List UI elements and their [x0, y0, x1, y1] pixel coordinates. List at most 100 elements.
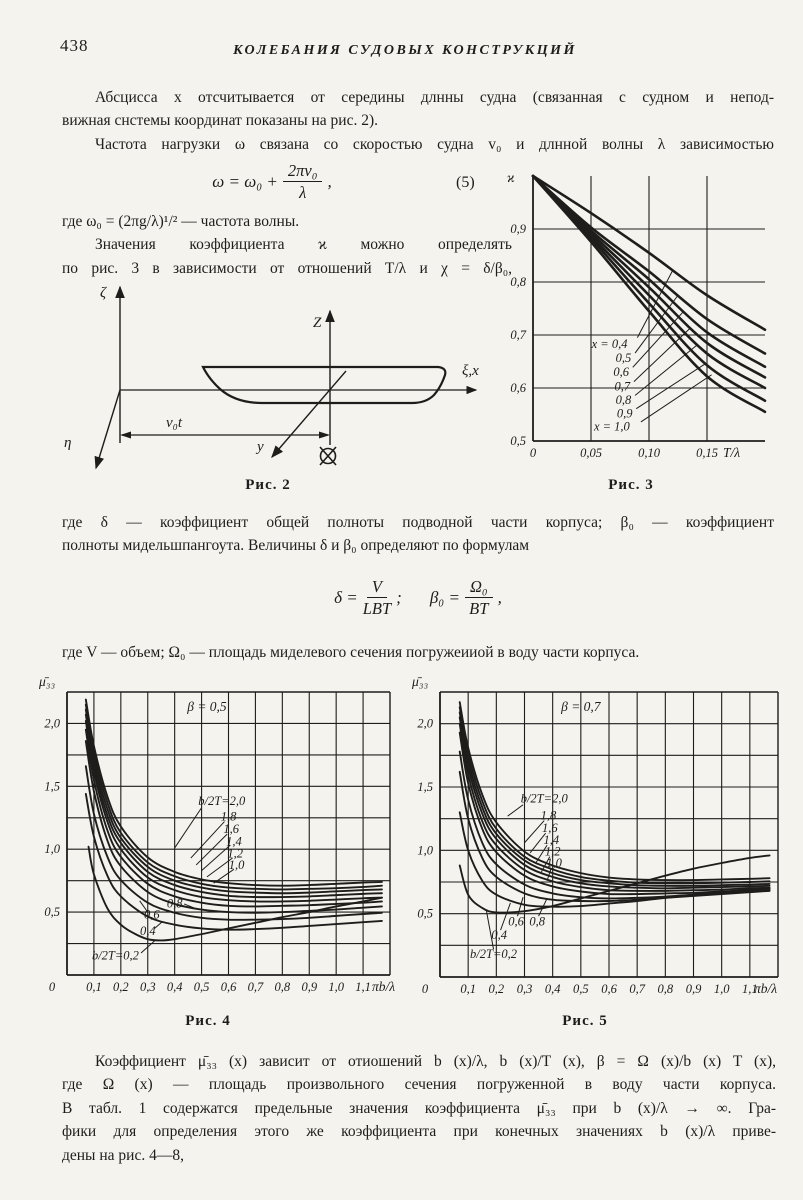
- running-header: КОЛЕБАНИЯ СУДОВЫХ КОНСТРУКЦИЙ: [233, 43, 577, 58]
- eq-comma: ,: [497, 588, 502, 608]
- curve-b/2T=0,6: [84, 765, 383, 921]
- text-line: вижная снстемы координат показаны на рис…: [62, 112, 379, 130]
- curve-b/2T=0,4: [84, 792, 383, 931]
- leader-line: [634, 344, 699, 396]
- curve-label: 0,4: [491, 928, 507, 942]
- y-axis: [271, 370, 347, 459]
- eq5-numerator: 2πv₀: [282, 161, 323, 183]
- curve-label: 0,8: [616, 393, 632, 407]
- x-tick-label: 0,5: [194, 980, 210, 994]
- x-tick-label: 0,9: [686, 982, 702, 996]
- v0t-dimension-label: v₀t: [166, 415, 183, 431]
- figure-4-chart: b/2T=2,01,81,61,41,21,00,80,60,4b/2T=0,2…: [38, 674, 395, 994]
- y-tick-label: 0,6: [510, 381, 526, 395]
- x-tick-label: 0,3: [517, 982, 533, 996]
- x-tick-label: 0,1: [460, 982, 476, 996]
- ship-hull-outline: [201, 365, 447, 405]
- curve-label: b/2T=0,2: [470, 947, 517, 961]
- x-tick-label: 1,0: [328, 980, 344, 994]
- x-tick-label: 0: [422, 982, 429, 996]
- x-tick-label: 0,6: [601, 982, 617, 996]
- x-tick-label: 0,2: [489, 982, 505, 996]
- leader-line: [634, 294, 679, 354]
- eq-beta0-denominator: BT: [469, 599, 489, 619]
- y-tick-label: 1,5: [44, 779, 60, 793]
- leader-line: [535, 844, 548, 864]
- text-line: где Ω (x) — площадь произвольного сечени…: [62, 1076, 776, 1094]
- x-tick-label: 0,8: [275, 980, 291, 994]
- curve-b/2T=1,8: [84, 703, 383, 891]
- paragraph-1: Абсцисса x отсчитывается от середины длн…: [62, 86, 774, 156]
- x-tick-label: 0,9: [301, 980, 317, 994]
- curve-label: 1,2: [545, 845, 561, 859]
- eq-delta-denominator: LBT: [362, 599, 392, 619]
- y-tick-label: 1,0: [44, 842, 60, 856]
- chart-title: β = 0,5: [186, 699, 227, 714]
- y-tick-label: 1,5: [417, 780, 433, 794]
- eq-delta-numerator: V: [366, 577, 387, 599]
- curve-label: 0,4: [140, 924, 156, 938]
- y-axis-label: y: [255, 439, 264, 455]
- x-tick-label: 0,4: [545, 982, 561, 996]
- x-tick-label: 0,4: [167, 980, 183, 994]
- text-line: Абсцисса x отсчитывается от середины длн…: [95, 89, 774, 106]
- x-tick-label: 0,8: [658, 982, 674, 996]
- leader-line: [640, 374, 712, 423]
- z-axis-label: Z: [313, 315, 322, 331]
- x-tick-label: 0,6: [221, 980, 237, 994]
- y-tick-label: 0,8: [510, 275, 526, 289]
- figure-5-chart: b/2T=2,01,81,61,41,21,00,80,60,4b/2T=0,2…: [411, 674, 779, 996]
- x-tick-label: 0: [49, 980, 56, 994]
- x-tick-label: 0,15: [696, 446, 718, 460]
- x-tick-label: 0,10: [638, 446, 661, 460]
- page-number: 438: [60, 36, 89, 55]
- curve-b/2T=0,8: [458, 750, 771, 900]
- curve-label: 0,8: [529, 914, 545, 928]
- figure-3-chart: x = 0,40,50,60,70,80,9x = 1,00 0,05 0,10 0,…: [507, 170, 767, 460]
- eq-delta-lhs: δ =: [334, 588, 358, 608]
- eq5-comma: ,: [327, 172, 332, 192]
- curve-label: 1,8: [221, 810, 237, 824]
- eq-beta0-lhs: β₀ =: [429, 588, 460, 608]
- x-tick-label: 0,1: [86, 980, 102, 994]
- curve-b/2T=1,4: [84, 713, 383, 899]
- curve-label: 0,9: [617, 406, 633, 420]
- leader-line: [540, 856, 551, 873]
- leader-line: [206, 857, 233, 878]
- x-tick-label: 0: [530, 446, 537, 460]
- eq-delta-fraction: V LBT: [362, 577, 392, 619]
- text-line: Частота нагрузки ω связана со скоростью …: [95, 135, 774, 153]
- leader-line: [507, 804, 524, 817]
- curve-label: 0,5: [616, 351, 632, 365]
- eq5-lhs: ω = ω₀ +: [212, 172, 278, 192]
- y-axis-title: μ̄₃₃: [411, 674, 428, 689]
- y-tick-label: 0,9: [510, 222, 526, 236]
- midship-section-icon: [319, 446, 337, 466]
- xi-x-axis-label: ξ,x: [462, 363, 479, 379]
- eq5-fraction: 2πv₀ λ: [282, 161, 323, 203]
- text-line: Значения коэффициента ϰ можно определять: [95, 236, 512, 254]
- y-tick-label: 0,5: [417, 907, 433, 921]
- eq-separator: ;: [396, 588, 402, 608]
- curve-x=0,4: [531, 174, 767, 331]
- leader-line: [139, 900, 149, 913]
- leader-line: [183, 903, 194, 909]
- figure-2-diagram: ζ η ξ,x Z y v₀t: [64, 285, 479, 470]
- leader-line: [201, 845, 231, 871]
- curve-b/2T=2,0: [84, 698, 383, 887]
- eq-beta0-fraction: Ω₀ BT: [464, 577, 493, 619]
- leader-line: [485, 911, 495, 950]
- x-tick-label: 0,5: [573, 982, 589, 996]
- leader-line: [529, 832, 547, 854]
- text-line: полноты мидельшпангоута. Величины δ и β₀…: [62, 537, 530, 555]
- x-tick-label: 1,1: [355, 980, 371, 994]
- curve-label: 1,6: [542, 821, 558, 835]
- leader-line: [516, 897, 524, 917]
- y-axis-title: ϰ: [507, 170, 515, 185]
- equation-delta-beta: δ = V LBT ; β₀ = Ω₀ BT ,: [62, 577, 774, 619]
- eq5-denominator: λ: [299, 183, 307, 203]
- y-tick-label: 2,0: [417, 717, 433, 731]
- curve-b/2T=1,0: [458, 731, 771, 896]
- text-line: фики для определения этого же коэффициен…: [62, 1123, 776, 1141]
